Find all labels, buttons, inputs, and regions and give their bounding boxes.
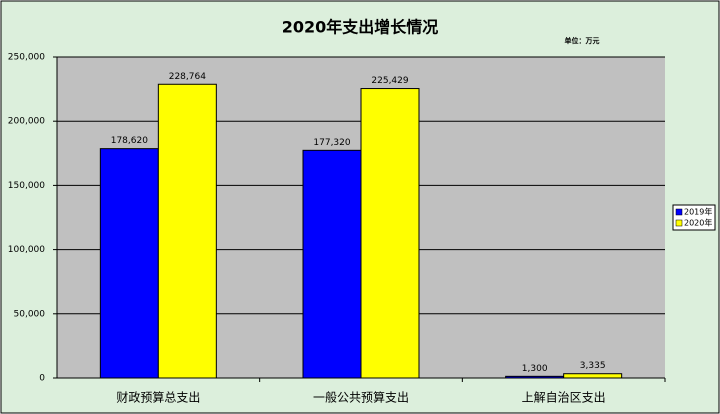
x-tick-label: 一般公共预算支出 — [313, 390, 409, 405]
legend-label: 2020年 — [684, 218, 712, 228]
data-label: 3,335 — [580, 361, 606, 371]
y-tick-label: 0 — [39, 374, 45, 384]
bar — [99, 148, 159, 379]
bar — [157, 83, 217, 379]
x-tick-label: 上解自治区支出 — [522, 391, 606, 405]
y-tick-label: 150,000 — [8, 181, 45, 191]
bar — [302, 149, 362, 379]
data-label: 177,320 — [313, 138, 350, 148]
legend-swatch — [675, 219, 683, 227]
data-label: 1,300 — [522, 364, 548, 374]
y-tick-label: 100,000 — [8, 245, 45, 255]
x-tick-label: 财政预算总支出 — [116, 390, 200, 405]
bar — [360, 88, 420, 379]
chart-title: 2020年支出增长情况 — [282, 18, 439, 37]
data-label: 228,764 — [169, 72, 206, 82]
y-tick-label: 250,000 — [8, 53, 45, 63]
data-label: 178,620 — [111, 136, 148, 146]
bar — [563, 373, 623, 379]
legend-label: 2019年 — [684, 207, 712, 217]
data-label: 225,429 — [371, 76, 408, 86]
y-tick-label: 200,000 — [8, 117, 45, 127]
y-tick-label: 50,000 — [14, 309, 46, 319]
bar — [505, 375, 565, 379]
unit-note: 单位：万元 — [565, 36, 600, 45]
legend-swatch — [675, 208, 683, 216]
